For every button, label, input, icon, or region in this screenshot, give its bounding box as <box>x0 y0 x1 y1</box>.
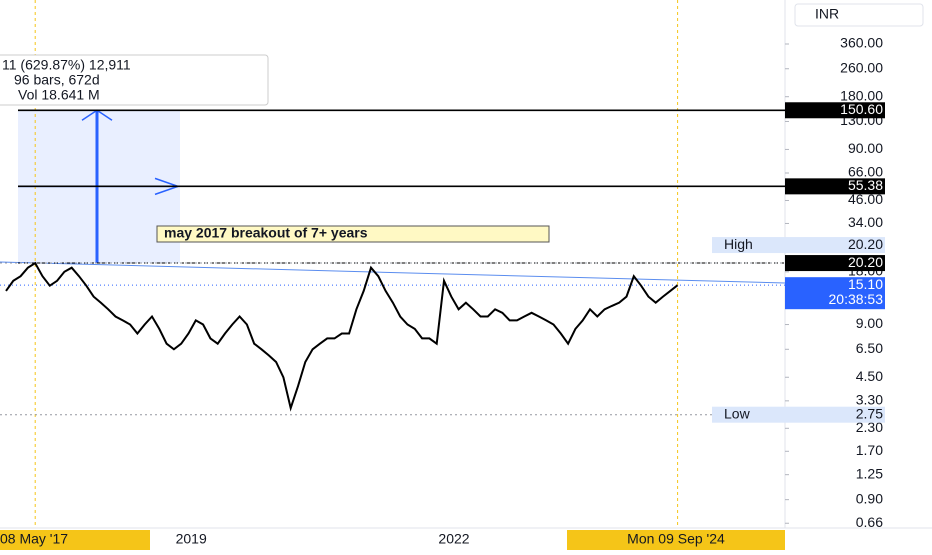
hl-label: 2.75 <box>856 405 883 421</box>
price-label-box <box>785 255 885 272</box>
x-tick-label: Mon 09 Sep '24 <box>627 531 725 547</box>
x-tick-label: 2022 <box>438 531 469 547</box>
y-tick-label: 180.00 <box>840 87 883 103</box>
y-tick-label: 360.00 <box>840 35 883 51</box>
tooltip-line: 96 bars, 672d <box>14 72 100 88</box>
hl-label: 20.20 <box>848 236 883 252</box>
y-tick-label: 9.00 <box>856 315 883 331</box>
y-tick-label: 3.30 <box>856 392 883 408</box>
tooltip-line: 11 (629.87%) 12,911 <box>2 57 131 73</box>
y-tick-label: 1.70 <box>856 442 883 458</box>
hl-name: Low <box>724 405 751 421</box>
y-tick-label: 46.00 <box>848 191 883 207</box>
x-tick-label: 08 May '17 <box>0 531 68 547</box>
price-label-box <box>785 102 885 119</box>
hl-box <box>712 406 885 423</box>
hl-name: High <box>724 236 753 252</box>
tooltip-box <box>0 54 269 106</box>
annotation: may 2017 breakout of 7+ years <box>164 225 368 241</box>
last-box <box>785 277 885 310</box>
date-box <box>567 530 785 550</box>
x-tick-label: 2019 <box>176 531 207 547</box>
trend-line <box>0 261 786 284</box>
y-tick-label: 0.66 <box>856 514 883 530</box>
y-tick-label: 4.50 <box>856 368 883 384</box>
y-tick-label: 1.25 <box>856 465 883 481</box>
y-tick-label: 66.00 <box>848 164 883 180</box>
annotation-box <box>156 225 550 243</box>
hl-box <box>712 237 885 254</box>
y-tick-label: 34.00 <box>848 214 883 230</box>
y-tick-label: 0.90 <box>856 490 883 506</box>
currency: INR <box>815 6 839 22</box>
y-tick-label: 90.00 <box>848 140 883 156</box>
last-label: 15.10 <box>848 276 883 292</box>
y-tick-label: 260.00 <box>840 59 883 75</box>
currency-box[interactable] <box>794 3 924 27</box>
price-label: 150.60 <box>840 101 883 117</box>
price-label: 55.38 <box>848 177 883 193</box>
y-tick-label: 2.30 <box>856 419 883 435</box>
date-box <box>0 530 150 550</box>
countdown: 20:38:53 <box>829 291 884 307</box>
price-label: 20.20 <box>848 254 883 270</box>
price-line <box>5 261 679 412</box>
tooltip-line: Vol 18.641 M <box>18 87 100 103</box>
y-tick-label: 6.50 <box>856 340 883 356</box>
price-label-box <box>785 178 885 195</box>
